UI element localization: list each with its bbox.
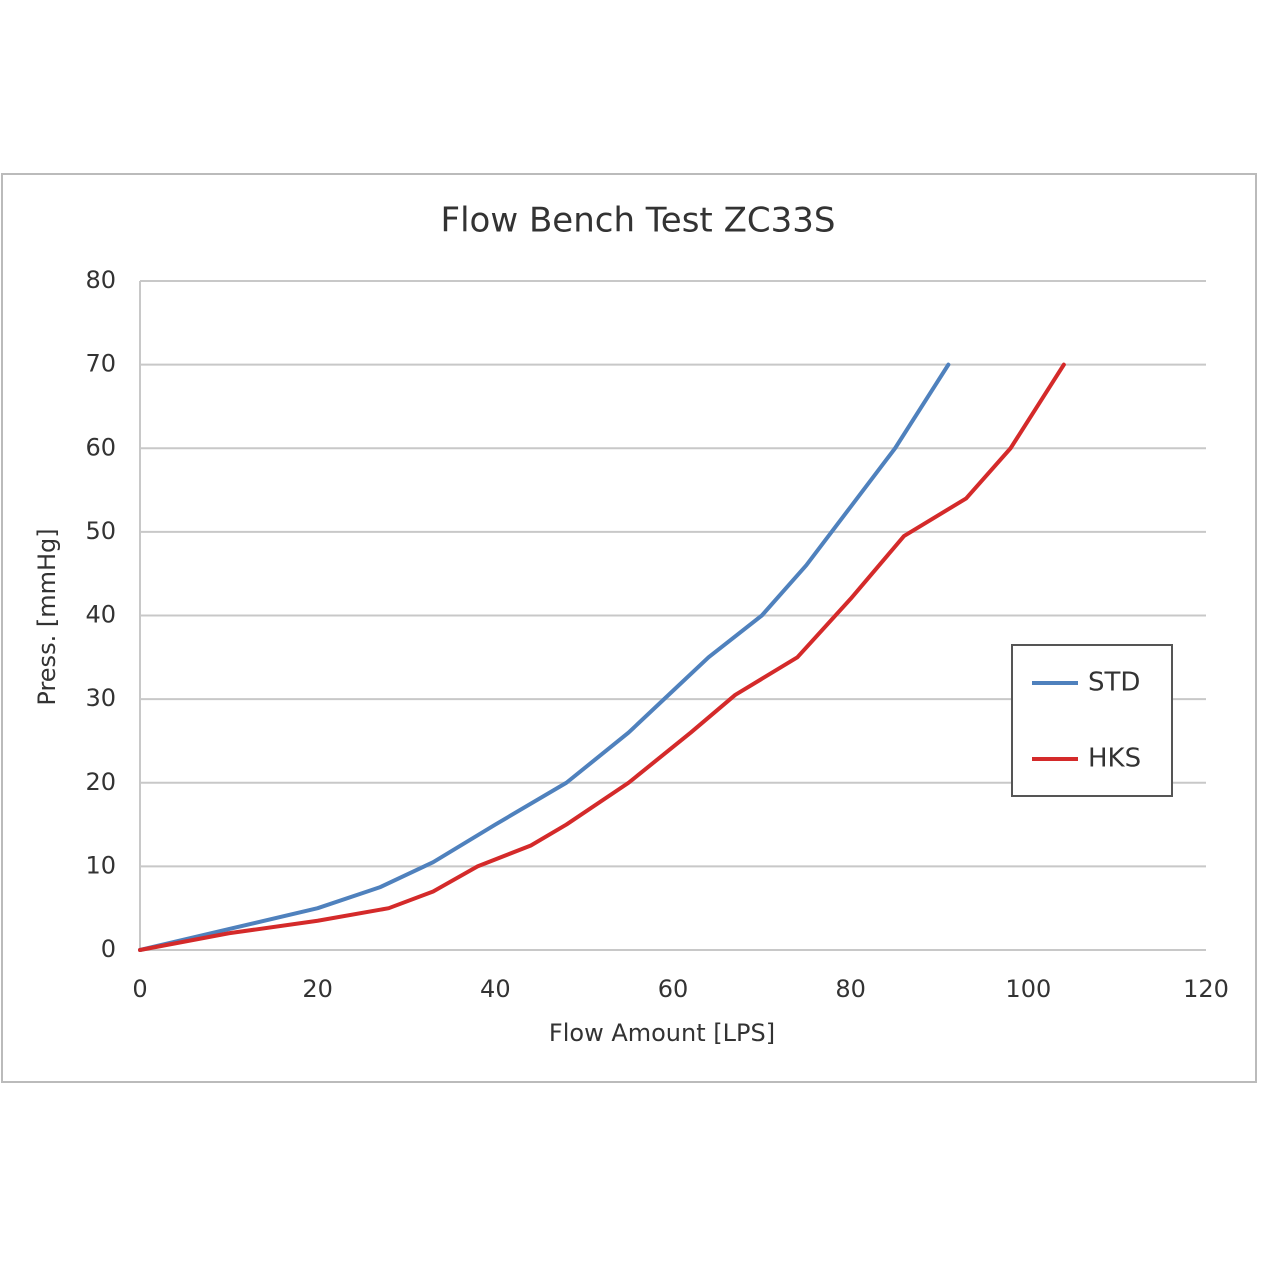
chart-frame <box>1 173 1257 1083</box>
x-axis-title: Flow Amount [LPS] <box>549 1019 775 1047</box>
y-axis-title: Press. [mmHg] <box>33 528 61 705</box>
y-tick-label: 70 <box>85 350 116 378</box>
y-tick-label: 60 <box>85 433 116 461</box>
legend-label: STD <box>1088 668 1140 698</box>
series-line <box>138 362 951 952</box>
y-tick-label: 50 <box>85 517 116 545</box>
y-tick-label: 20 <box>85 768 116 796</box>
chart-title: Flow Bench Test ZC33S <box>441 201 836 241</box>
x-tick-label: 100 <box>1005 975 1051 1003</box>
x-tick-label: 0 <box>132 975 147 1003</box>
x-tick-label: 40 <box>480 975 511 1003</box>
y-tick-label: 10 <box>85 851 116 879</box>
y-tick-label: 80 <box>85 266 116 294</box>
series-line <box>138 362 1066 952</box>
x-tick-label: 80 <box>835 975 866 1003</box>
legend-label: HKS <box>1088 744 1141 774</box>
x-tick-label: 120 <box>1183 975 1229 1003</box>
y-tick-label: 40 <box>85 601 116 629</box>
y-tick-label: 0 <box>101 935 116 963</box>
x-tick-label: 20 <box>302 975 333 1003</box>
legend-box <box>1011 644 1173 797</box>
x-tick-label: 60 <box>658 975 689 1003</box>
y-tick-label: 30 <box>85 684 116 712</box>
